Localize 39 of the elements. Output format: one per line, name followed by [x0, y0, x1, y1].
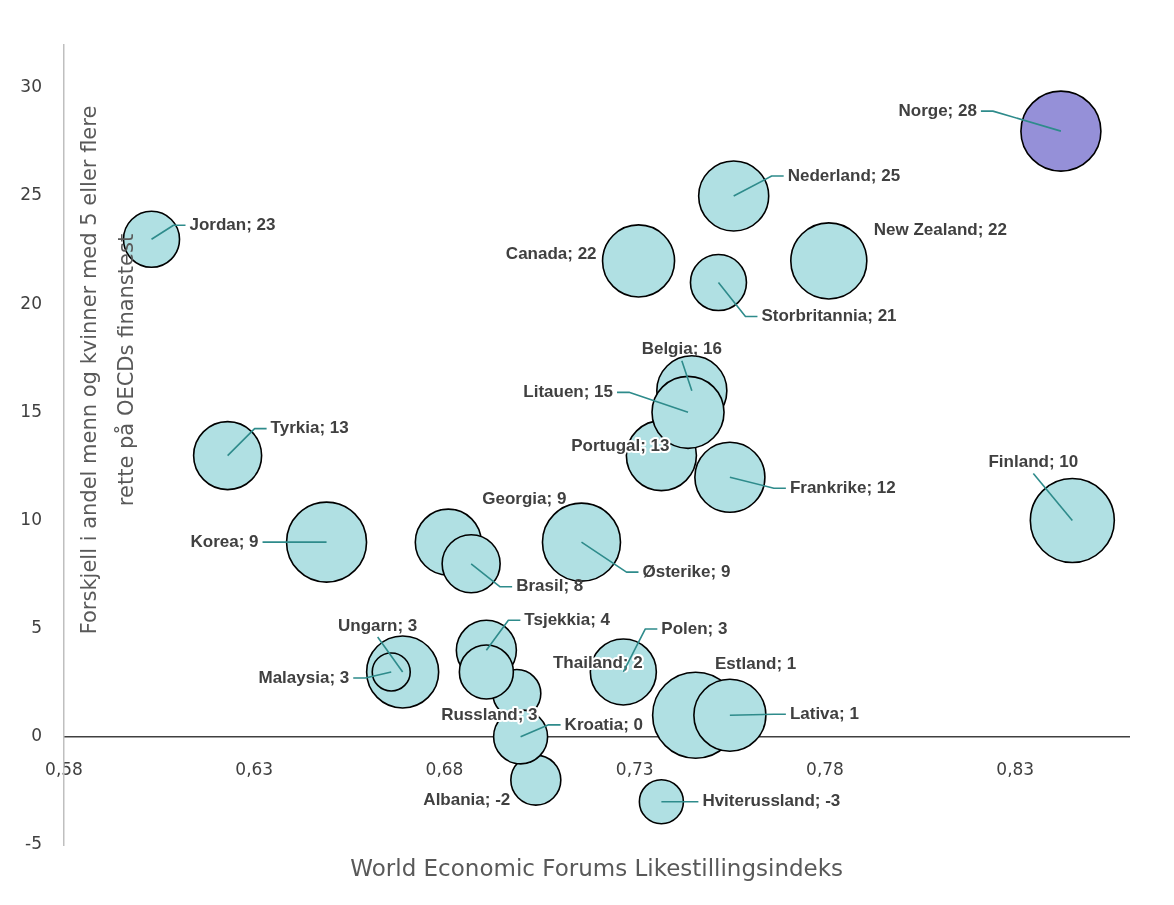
data-label: Tsjekkia; 4 [524, 610, 611, 629]
data-label: Georgia; 9 [482, 488, 567, 508]
data-label: Canada; 22 [505, 243, 597, 263]
data-label: Litauen; 15 [523, 382, 614, 402]
y-tick-label: 0 [31, 725, 42, 746]
x-tick-label: 0,63 [235, 759, 274, 780]
data-label: Frankrike; 12 [789, 477, 896, 497]
y-tick-label: 15 [20, 400, 42, 421]
data-label: Jordan; 23 [189, 214, 276, 234]
data-label: Storbritannia; 21 [761, 306, 897, 326]
y-tick-label: 25 [20, 184, 42, 205]
y-tick-label: -5 [25, 833, 42, 854]
data-label: Norge; 28 [898, 100, 977, 120]
x-tick-label: 0,83 [996, 759, 1035, 780]
data-label: Kroatia; 0 [564, 714, 644, 734]
data-label: Finland; 10 [988, 452, 1079, 472]
y-tick-label: 30 [20, 76, 42, 97]
x-tick-label: 0,68 [425, 759, 464, 780]
x-axis-title: World Economic Forums Likestillingsindeks [350, 854, 844, 881]
data-label: Polen; 3 [661, 618, 728, 638]
data-label: Nederland; 25 [787, 165, 901, 185]
y-tick-label: 10 [20, 508, 42, 529]
x-tick-label: 0,78 [806, 759, 844, 780]
data-label: Malaysia; 3 [258, 667, 350, 687]
data-label: Albania; -2 [423, 789, 511, 809]
y-tick-label: 20 [20, 292, 42, 313]
data-label: Hviterussland; -3 [702, 791, 841, 811]
data-label: Østerike; 9 [642, 561, 731, 581]
data-label: Brasil; 8 [516, 576, 584, 596]
y-axis-title: Forskjell i andel menn og kvinner med 5 eller flere rette på OECDs finanstest [76, 105, 138, 635]
data-label: Estland; 1 [715, 653, 797, 673]
data-label: Belgia; 16 [641, 339, 722, 359]
data-label: Korea; 9 [190, 531, 259, 551]
data-label: Lativa; 1 [789, 703, 859, 723]
data-label: New Zealand; 22 [873, 219, 1008, 239]
data-label: Tyrkia; 13 [270, 418, 349, 438]
x-tick-label: 0,73 [615, 759, 654, 780]
y-tick-label: 5 [31, 617, 42, 638]
data-label: Ungarn; 3 [337, 615, 418, 635]
